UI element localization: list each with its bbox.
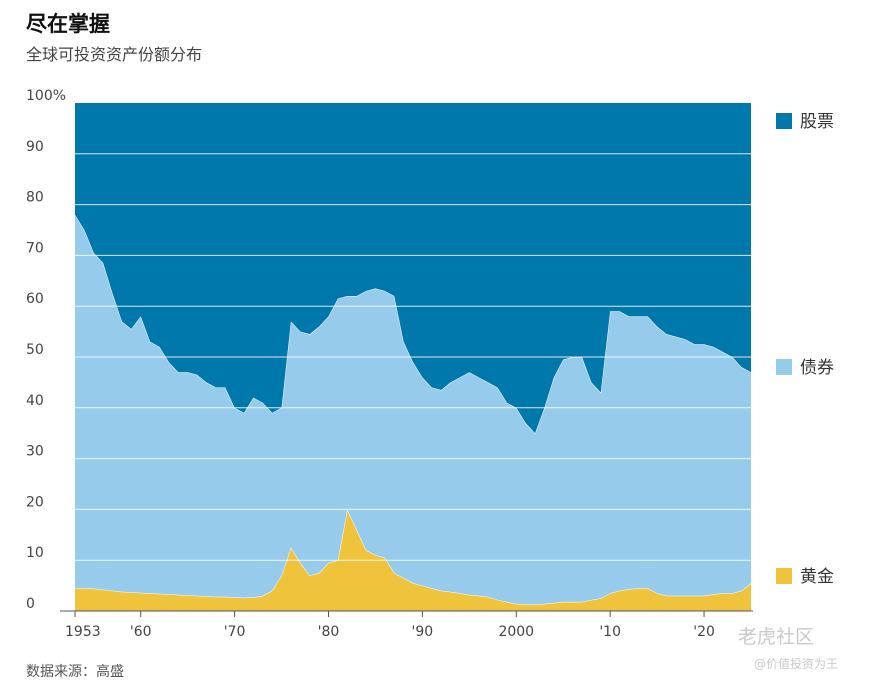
legend-label-bonds: 债券 [800, 358, 834, 378]
legend-swatch-stocks [776, 113, 792, 129]
x-tick-label: '20 [693, 624, 715, 640]
y-tick-label: 0 [26, 596, 35, 612]
y-tick-label: 20 [26, 494, 44, 510]
y-tick-label: 80 [26, 190, 44, 206]
area-bonds [75, 214, 751, 605]
legend-label-gold: 黄金 [800, 567, 834, 587]
x-tick-label: 1953 [65, 624, 101, 640]
x-tick-label: 2000 [498, 624, 534, 640]
x-axis: 1953 '60 '70 '80 '90 2000 '10 '20 [60, 610, 753, 640]
y-tick-label: 30 [26, 444, 44, 460]
watermark-handle: @价值投资为王 [754, 657, 839, 671]
area-gold [75, 509, 751, 611]
x-tick-label: '80 [318, 624, 340, 640]
y-tick-label: 50 [26, 342, 44, 358]
chart-title: 尽在掌握 [26, 12, 110, 36]
x-tick-label: '90 [412, 624, 434, 640]
y-tick-label: 100% [26, 88, 66, 104]
y-tick-label: 70 [26, 240, 44, 256]
area-layers [74, 103, 752, 611]
chart-subtitle: 全球可投资资产份额分布 [26, 45, 203, 64]
x-tick-label: '70 [224, 624, 246, 640]
area-stocks [75, 103, 751, 434]
x-tick-label: '60 [130, 624, 152, 640]
legend-swatch-bonds [776, 359, 792, 375]
y-tick-label: 60 [26, 291, 44, 307]
legend-label-stocks: 股票 [800, 112, 834, 132]
x-tick-label: '10 [599, 624, 621, 640]
gridlines [75, 153, 751, 561]
y-axis-ticks: 0 10 20 30 40 50 60 70 80 90 100% [26, 88, 66, 612]
y-tick-label: 90 [26, 139, 44, 155]
watermark-brand: 老虎社区 [738, 626, 815, 648]
source-note: 数据来源：高盛 [26, 664, 124, 680]
y-tick-label: 10 [26, 545, 44, 561]
y-tick-label: 40 [26, 393, 44, 409]
legend-swatch-gold [776, 568, 792, 584]
